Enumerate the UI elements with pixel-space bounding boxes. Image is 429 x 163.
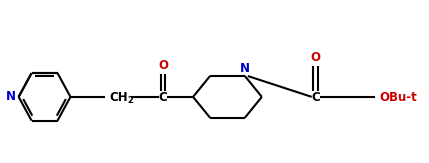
Text: C: C xyxy=(159,91,168,104)
Text: 2: 2 xyxy=(127,96,133,105)
Text: OBu-t: OBu-t xyxy=(380,91,417,104)
Text: O: O xyxy=(158,59,168,72)
Text: N: N xyxy=(240,62,250,75)
Text: CH: CH xyxy=(109,91,127,104)
Text: O: O xyxy=(311,51,320,64)
Text: N: N xyxy=(6,90,15,103)
Text: C: C xyxy=(311,91,320,104)
